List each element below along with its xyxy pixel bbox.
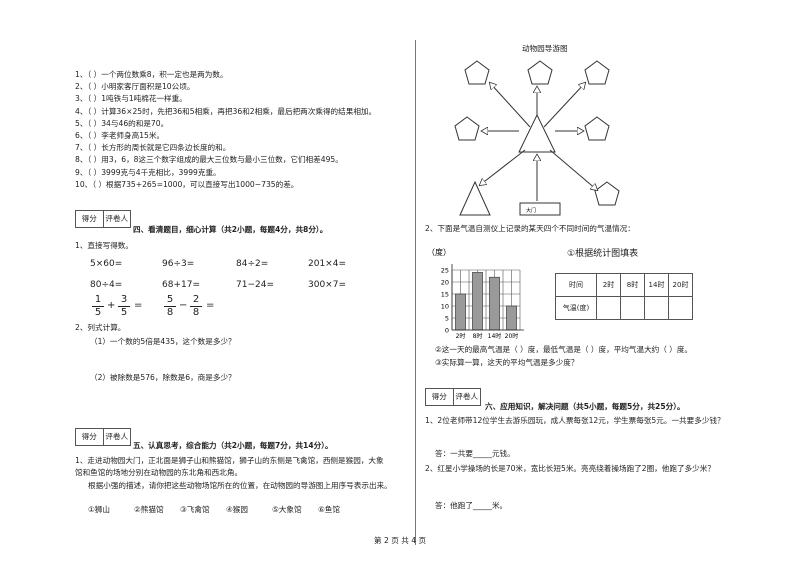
score-label: 得分 [81,214,97,223]
denominator: 8 [192,307,200,318]
score-box: 得分 评卷人 [425,388,481,406]
calc-item: 300×7= [308,280,346,290]
y-tick-label: 20 [441,279,449,287]
question: 1、走进动物园大门，正北面是狮子山和熊猫馆，狮子山的东侧是飞禽馆，西侧是猴园，大… [75,456,384,465]
table-header: 2时 [596,273,621,297]
question: （1）一个数的5倍是435，这个数是多少？ [90,337,236,346]
equals: = [206,300,215,311]
column-divider [415,40,416,545]
option: ③飞禽馆 [180,505,210,514]
judgement-item: 9、（ ）3999克与4千克相比，3999克重。 [75,167,221,177]
table-header: 20时 [668,273,693,297]
judgement-item: 6、（ ）李老师身高15米。 [75,131,165,140]
judgement-item: 10、（ ）根据735+265=1000，可以直接写出1000−735的差。 [75,179,299,189]
y-tick-label: 15 [441,291,449,299]
y-tick-label: 25 [441,267,449,275]
operator: − [179,300,188,311]
x-tick-label: 20时 [505,332,519,340]
question: 馆和鱼馆的场地分别在动物园的东北角和西北角。 [75,468,243,477]
grader-label: 评卷人 [102,429,131,445]
score-label: 得分 [431,392,447,401]
section-heading: 四、看清题目，细心计算（共2小题，每题4分，共8分）。 [133,225,328,234]
question: 2、列式计算。 [75,323,126,332]
page-footer: 第 2 页 共 4 页 [373,536,427,545]
judgement-item: 2、（ ）小明家客厅面积是10公顷。 [75,82,195,92]
calc-item: 80÷4= [90,280,123,290]
question: 2、下面是气温自测仪上记录的某天四个不同时间的气温情况： [425,224,635,233]
bar [489,276,500,331]
score-box: 得分 评卷人 [75,428,131,446]
question: 1、直接写得数。 [75,241,133,250]
calc-item: 96÷3= [162,259,195,269]
calc-item: 5×60= [90,259,123,269]
question: （2）被除数是576，除数是6，商是多少？ [90,373,236,382]
y-tick-label: 5 [445,315,449,323]
x-tick-label: 8时 [473,332,483,340]
bar [472,272,483,331]
numerator: 5 [164,294,176,307]
temperature-table: 时间 2时 8时 14时 20时 气温(度) [555,273,693,320]
equals: = [134,300,143,311]
option: ④猴园 [226,505,248,514]
question: ③实际算一算，这天的平均气温是多少度？ [435,358,579,367]
zoo-map: 大门 [454,60,620,216]
judgement-item: 8、（ ）用3，6，8这三个数字组成的最大三位数与最小三位数，它们相差495。 [75,155,343,165]
calc-item: 84÷2= [236,259,269,269]
question: 2、红星小学操场的长是70米，宽比长短5米。亮亮绕着操场跑了2圈，他跑了多少米？ [425,464,715,473]
calc-item: 71−24= [236,280,274,290]
x-tick-label: 14时 [488,332,502,340]
option: ①狮山 [88,505,110,514]
question: ②这一天的最高气温是（ ）度，最低气温是（ ）度，平均气温大约（ ）度。 [435,345,693,354]
y-tick-label: 0 [445,327,449,335]
calc-item: 68+17= [162,280,200,290]
denominator: 5 [94,307,102,318]
x-tick-label: 2时 [456,332,466,340]
section-heading: 五、认真思考，综合能力（共2小题，每题7分，共14分）。 [133,441,333,450]
table-header: 14时 [644,273,669,297]
judgement-item: 5、（ ）34与46的和是70。 [75,118,169,128]
judgement-item: 3、（ ）1吨铁与1吨棉花一样重。 [75,94,187,104]
judgement-item: 7、（ ）长方形的周长就是它四条边长度的和。 [75,143,231,153]
section-heading: 六、应用知识，解决问题（共5小题，每题5分，共25分）。 [485,402,685,411]
answer: 答：一共要_____元钱。 [435,449,515,458]
bar [455,293,466,331]
y-axis-label: （度） [427,247,451,257]
denominator: 8 [166,307,174,318]
y-tick-label: 10 [441,303,449,311]
numerator: 3 [118,294,130,307]
option: ⑥鱼馆 [318,505,340,514]
map-title: 动物园导游图 [522,44,568,53]
denominator: 5 [120,307,128,318]
judgement-item: 4、（ ）计算36×25时，先把36和5相乘，再把36和2相乘，最后把两次乘得的… [75,106,377,116]
score-label: 得分 [81,432,97,441]
question: 根据小强的描述，请你把这些动物场馆所在的位置，在动物园的导游图上用序号表示出来。 [88,481,392,490]
answer: 答：他跑了_____米。 [435,501,508,510]
temperature-chart: （度） 0 5 10 15 20 25 2时 8时 14时 20时 [427,247,524,340]
operator: + [107,300,116,311]
question: 1、2位老师带12位学生去游乐园玩，成人票每张12元，学生票每张5元。一共要多少… [425,416,725,425]
table-title: ①根据统计图填表 [567,249,639,259]
option: ⑤大象馆 [272,505,302,514]
grader-label: 评卷人 [102,211,131,227]
numerator: 2 [190,294,202,307]
gate-label: 大门 [526,207,536,214]
row-label: 气温(度) [555,296,597,320]
option: ②熊猫馆 [134,505,164,514]
numerator: 1 [92,294,104,307]
calc-item: 201×4= [308,259,346,269]
table-header: 8时 [620,273,645,297]
grader-label: 评卷人 [452,389,481,405]
bar [506,305,517,331]
table-header: 时间 [555,273,597,297]
score-box: 得分 评卷人 [75,210,131,228]
judgement-item: 1、（ ）一个两位数乘8，积一定也是两为数。 [75,70,228,79]
